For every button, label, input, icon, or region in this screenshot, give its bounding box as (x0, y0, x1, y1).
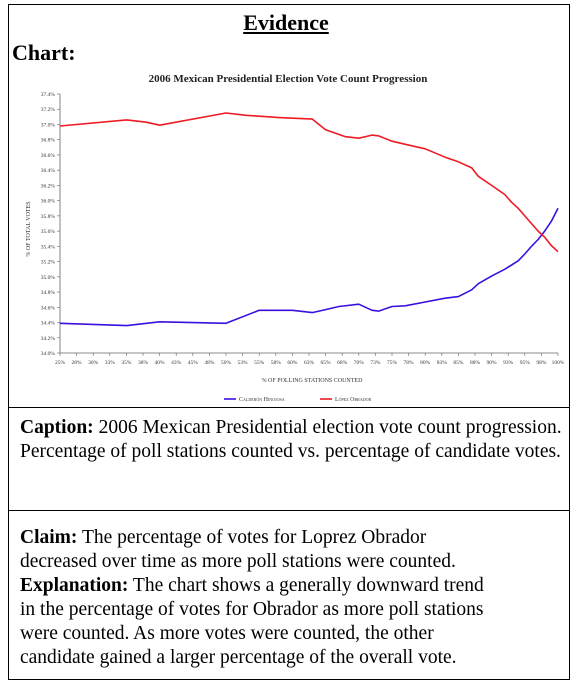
x-tick-label: 90% (487, 360, 498, 366)
x-tick-label: 63% (304, 360, 315, 366)
explanation-line-1: The chart shows a generally downward tre… (132, 575, 484, 596)
y-tick-label: 36.0% (41, 199, 56, 205)
legend-lopez-label: López Obrador (335, 397, 372, 403)
evidence-heading: Evidence (243, 10, 329, 35)
x-tick-label: 83% (437, 360, 448, 366)
claim-block: Claim: The percentage of votes for Lopre… (20, 526, 572, 670)
y-tick-label: 34.0% (41, 351, 56, 357)
y-tick-label: 34.6% (41, 305, 56, 311)
claim-line-2: decreased over time as more poll station… (20, 551, 456, 572)
x-tick-label: 33% (105, 360, 116, 366)
x-tick-label: 48% (204, 360, 215, 366)
y-axis-label: % OF TOTAL VOTES (26, 201, 32, 256)
y-tick-label: 35.4% (41, 244, 56, 250)
x-tick-label: 85% (453, 360, 464, 366)
x-tick-label: 98% (536, 360, 547, 366)
chart-title: 2006 Mexican Presidential Election Vote … (149, 73, 428, 85)
chart-label: Chart: (12, 40, 76, 65)
caption-text: 2006 Mexican Presidential election vote … (20, 417, 562, 462)
x-tick-label: 75% (387, 360, 398, 366)
caption-label: Caption: (20, 417, 94, 438)
x-tick-label: 58% (271, 360, 282, 366)
y-tick-label: 36.2% (41, 183, 56, 189)
y-tick-label: 35.6% (41, 229, 56, 235)
y-tick-label: 36.4% (41, 168, 56, 174)
y-tick-label: 36.8% (41, 138, 56, 144)
x-tick-label: 30% (88, 360, 99, 366)
x-tick-label: 35% (121, 360, 131, 366)
y-tick-label: 34.8% (41, 290, 56, 296)
divider-bottom (8, 510, 570, 511)
x-tick-label: 50% (221, 360, 232, 366)
explanation-label: Explanation: (20, 575, 129, 596)
y-tick-label: 37.2% (41, 107, 56, 113)
vote-progression-chart: 2006 Mexican Presidential Election Vote … (26, 73, 565, 403)
explanation-line-3: were counted. As more votes were counted… (20, 623, 434, 644)
y-tick-label: 35.0% (41, 275, 56, 281)
x-tick-label: 80% (420, 360, 431, 366)
x-tick-label: 65% (321, 360, 332, 366)
x-tick-label: 70% (354, 360, 365, 366)
x-tick-label: 93% (503, 360, 514, 366)
x-tick-label: 60% (287, 360, 298, 366)
chart-panel: 2006 Mexican Presidential Election Vote … (12, 66, 565, 406)
x-tick-label: 88% (470, 360, 481, 366)
x-tick-label: 43% (171, 360, 182, 366)
y-tick-label: 34.2% (41, 336, 56, 342)
y-tick-label: 36.6% (41, 153, 56, 159)
y-tick-label: 35.8% (41, 214, 56, 220)
explanation-line-2: in the percentage of votes for Obrador a… (20, 599, 484, 620)
claim-line-1: The percentage of votes for Loprez Obrad… (81, 527, 427, 548)
x-tick-label: 45% (188, 360, 199, 366)
y-tick-label: 34.4% (41, 321, 56, 327)
x-tick-label: 40% (155, 360, 166, 366)
x-tick-label: 95% (520, 360, 531, 366)
x-tick-label: 53% (238, 360, 249, 366)
y-tick-label: 37.4% (41, 92, 56, 98)
evidence-frame (8, 4, 570, 680)
chart-legend: Calderón Hinojosa López Obrador (224, 397, 372, 403)
y-tick-label: 35.2% (41, 260, 56, 266)
x-tick-label: 25% (55, 360, 66, 366)
y-tick-label: 37.0% (41, 122, 56, 128)
divider-top (8, 407, 570, 408)
x-tick-label: 73% (370, 360, 381, 366)
x-axis-label: % OF POLLING STATIONS COUNTED (262, 378, 364, 384)
x-tick-label: 55% (254, 360, 265, 366)
legend-calderon-label: Calderón Hinojosa (239, 397, 285, 403)
x-tick-label: 38% (138, 360, 149, 366)
calderon-series-line (59, 207, 559, 327)
claim-label: Claim: (20, 527, 78, 548)
x-tick-label: 68% (337, 360, 348, 366)
x-tick-label: 78% (404, 360, 415, 366)
explanation-line-4: candidate gained a larger percentage of … (20, 647, 457, 668)
caption-block: Caption: 2006 Mexican Presidential elect… (20, 416, 565, 464)
x-tick-label: 100% (552, 360, 564, 366)
lopez-series-line (59, 112, 559, 253)
x-tick-label: 28% (72, 360, 83, 366)
